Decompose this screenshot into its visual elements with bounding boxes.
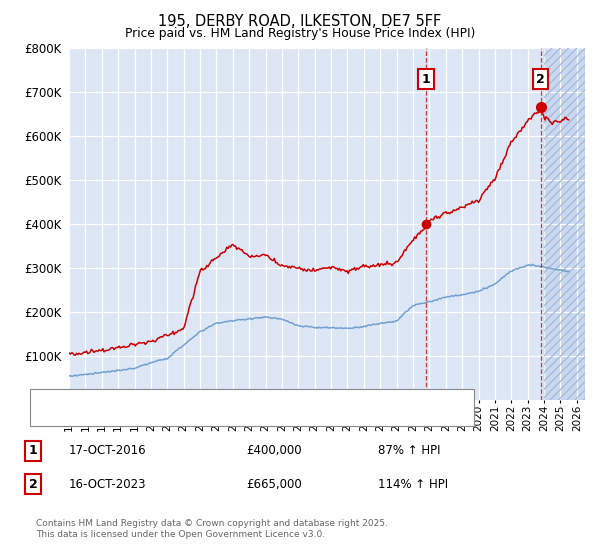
Text: 1: 1 — [422, 73, 430, 86]
Text: 16-OCT-2023: 16-OCT-2023 — [69, 478, 146, 491]
Text: 17-OCT-2016: 17-OCT-2016 — [69, 444, 146, 458]
Text: 195, DERBY ROAD, ILKESTON, DE7 5FF (detached house): 195, DERBY ROAD, ILKESTON, DE7 5FF (deta… — [75, 395, 371, 405]
Text: —: — — [48, 394, 62, 408]
Text: HPI: Average price, detached house, Erewash: HPI: Average price, detached house, Erew… — [75, 411, 312, 421]
Text: —: — — [48, 409, 62, 423]
Text: 114% ↑ HPI: 114% ↑ HPI — [378, 478, 448, 491]
Text: 1: 1 — [29, 444, 37, 458]
Bar — [544, 48, 585, 400]
Text: £665,000: £665,000 — [246, 478, 302, 491]
Text: Price paid vs. HM Land Registry's House Price Index (HPI): Price paid vs. HM Land Registry's House … — [125, 27, 475, 40]
Text: 2: 2 — [29, 478, 37, 491]
Text: 87% ↑ HPI: 87% ↑ HPI — [378, 444, 440, 458]
Text: Contains HM Land Registry data © Crown copyright and database right 2025.
This d: Contains HM Land Registry data © Crown c… — [36, 520, 388, 539]
Text: £400,000: £400,000 — [246, 444, 302, 458]
Bar — [544, 48, 585, 400]
Text: 195, DERBY ROAD, ILKESTON, DE7 5FF: 195, DERBY ROAD, ILKESTON, DE7 5FF — [158, 14, 442, 29]
Text: 2: 2 — [536, 73, 545, 86]
